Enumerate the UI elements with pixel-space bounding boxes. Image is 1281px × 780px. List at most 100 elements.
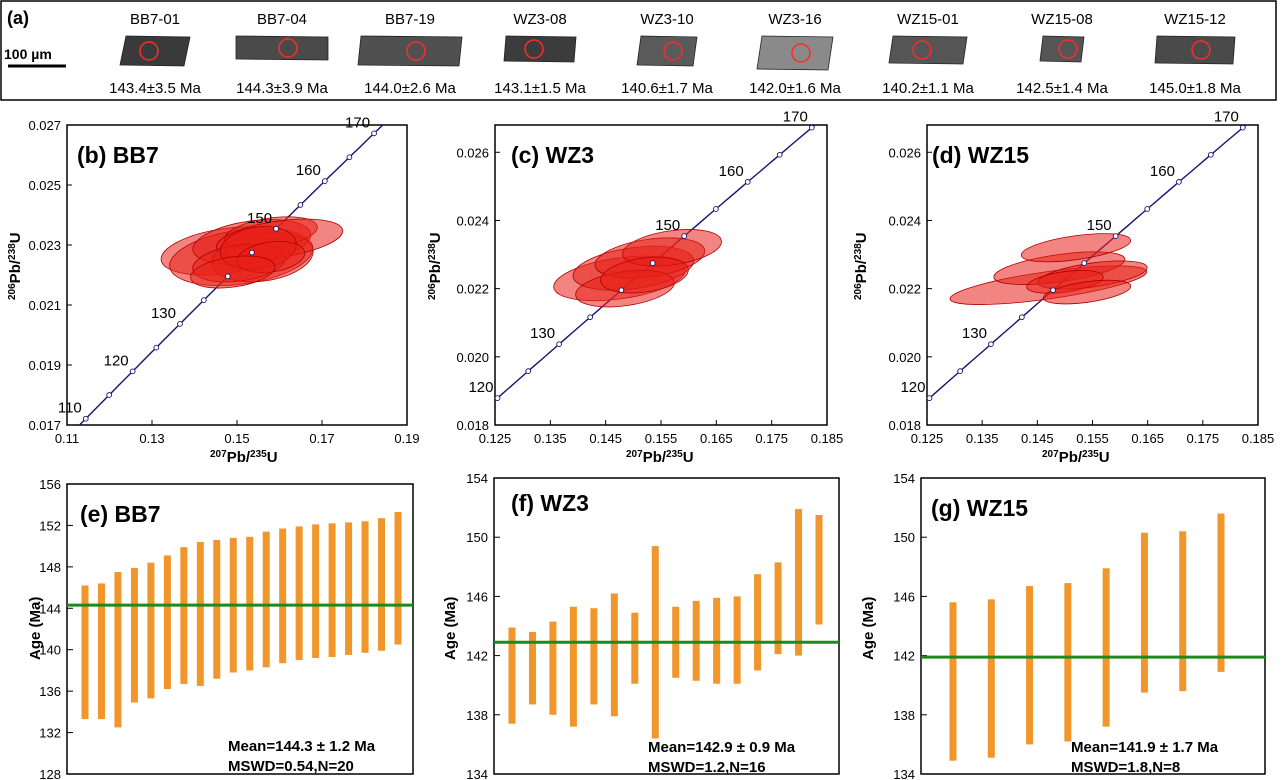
grain-age: 142.5±1.4 Ma xyxy=(1016,80,1108,97)
concordia-age-marker xyxy=(808,125,815,131)
age-error-bar xyxy=(295,526,303,661)
age-error-bar xyxy=(610,593,618,717)
concordia-age-label: 120 xyxy=(900,379,925,396)
concordia-age-label: 150 xyxy=(1087,217,1112,234)
concordia-age-marker xyxy=(927,395,933,401)
panel-b-title: (b) BB7 xyxy=(77,142,159,168)
age-error-bar xyxy=(508,627,516,724)
concordia-age-marker xyxy=(744,179,751,185)
age-error-bar xyxy=(1102,568,1110,727)
x-tick-label: 0.13 xyxy=(139,431,164,446)
concordia-age-marker xyxy=(153,344,160,351)
y-tick-label: 154 xyxy=(466,471,488,486)
y-tick-label: 148 xyxy=(39,560,61,575)
y-tick-label: 0.023 xyxy=(28,238,61,253)
mean-stat: Mean=141.9 ± 1.7 Ma xyxy=(1071,739,1219,756)
y-tick-label: 0.027 xyxy=(28,118,61,133)
zircon-grain-image xyxy=(357,35,463,67)
age-error-bar xyxy=(163,555,171,690)
zircon-grain-image xyxy=(235,35,329,61)
panel-e-bb7-ages: (e) BB7 Age (Ma) Mean=144.3 ± 1.2 Ma MSW… xyxy=(27,477,414,780)
y-tick-label: 144 xyxy=(39,601,61,616)
age-error-bar xyxy=(246,536,254,671)
y-tick-label: 142 xyxy=(893,649,915,664)
y-tick-label: 0.022 xyxy=(888,282,921,297)
zircon-grain-image xyxy=(1154,35,1236,65)
concordia-age-label: 120 xyxy=(468,379,493,396)
concordia-age-marker xyxy=(1019,314,1025,321)
concordia-age-marker xyxy=(82,415,89,422)
concordia-age-label: 130 xyxy=(962,325,987,342)
x-tick-label: 0.155 xyxy=(1076,431,1109,446)
y-tick-label: 0.018 xyxy=(456,418,489,433)
y-tick-label: 0.020 xyxy=(888,350,921,365)
age-error-bar xyxy=(1064,583,1072,742)
panel-d-title: (d) WZ15 xyxy=(932,142,1029,168)
concordia-age-label: 110 xyxy=(58,400,82,417)
age-error-bar xyxy=(528,631,536,705)
age-error-bar xyxy=(733,596,741,684)
x-tick-label: 0.145 xyxy=(1021,431,1054,446)
age-error-bar xyxy=(97,583,105,720)
concordia-age-marker xyxy=(1176,179,1182,185)
zircon-grain-image xyxy=(888,35,968,65)
analysis-spot xyxy=(663,41,683,61)
y-axis-label: Age (Ma) xyxy=(442,597,459,660)
y-tick-label: 142 xyxy=(466,649,488,664)
x-tick-label: 0.165 xyxy=(1131,431,1164,446)
concordia-age-marker xyxy=(713,206,719,212)
plot-frame xyxy=(493,477,840,775)
grain-age: 143.4±3.5 Ma xyxy=(109,80,201,97)
x-axis-label: 207Pb/235U xyxy=(1042,449,1110,467)
y-tick-label: 138 xyxy=(893,708,915,723)
grain-age: 140.2±1.1 Ma xyxy=(882,80,974,97)
x-tick-label: 0.125 xyxy=(479,431,512,446)
age-error-bar xyxy=(196,542,204,686)
zircon-grain-image xyxy=(503,35,577,63)
age-error-bar xyxy=(1217,513,1225,672)
age-error-bar xyxy=(130,567,138,703)
mswd-stat: MSWD=1.8,N=8 xyxy=(1071,759,1180,776)
age-error-bar xyxy=(279,528,287,664)
age-error-bar xyxy=(114,572,122,728)
concordia-age-label: 150 xyxy=(247,210,272,227)
concordia-age-marker xyxy=(321,178,328,184)
age-error-bar xyxy=(949,602,957,761)
x-tick-label: 0.17 xyxy=(309,431,334,446)
zircon-grain-image xyxy=(756,35,834,71)
analysis-ellipse xyxy=(190,255,276,289)
age-error-bar xyxy=(987,599,995,758)
concordia-age-label: 160 xyxy=(719,163,744,180)
concordia-age-label: 120 xyxy=(104,352,129,369)
y-axis-label: 206Pb/238U xyxy=(427,232,445,300)
x-tick-label: 0.155 xyxy=(645,431,678,446)
concordia-age-marker xyxy=(297,202,304,208)
age-error-bar xyxy=(378,518,386,651)
age-error-bar xyxy=(795,509,803,656)
x-tick-label: 0.11 xyxy=(55,431,79,446)
panel-c-title: (c) WZ3 xyxy=(511,142,594,168)
zircon-grain-image xyxy=(636,35,698,67)
age-error-bar xyxy=(345,522,353,655)
concordia-age-label: 170 xyxy=(783,109,808,126)
age-error-bar xyxy=(213,539,221,679)
grain-name: WZ15-08 xyxy=(1031,11,1093,28)
concordia-age-marker xyxy=(1240,125,1246,131)
y-tick-label: 128 xyxy=(39,767,61,780)
panel-c-wz3-concordia: (c) WZ3 207Pb/235U 206Pb/238U 0.125 0.135… xyxy=(427,109,844,466)
y-tick-label: 0.019 xyxy=(28,358,61,373)
panel-d-wz15-concordia: (d) WZ15 207Pb/235U 206Pb/238U 0.125 0.13… xyxy=(853,109,1275,467)
concordia-curve xyxy=(927,125,1248,402)
age-error-bar xyxy=(328,523,336,657)
y-tick-label: 0.026 xyxy=(456,145,489,160)
concordia-age-label: 130 xyxy=(151,305,176,322)
scale-bar-label: 100 µm xyxy=(4,46,52,62)
age-error-bar xyxy=(1140,532,1148,693)
panel-a-label: (a) xyxy=(7,8,29,28)
y-tick-label: 0.021 xyxy=(28,298,61,313)
y-tick-label: 132 xyxy=(39,726,61,741)
y-tick-label: 0.017 xyxy=(28,418,61,433)
grain-name: WZ3-08 xyxy=(513,11,566,28)
analysis-ellipse xyxy=(600,256,689,294)
x-tick-label: 0.185 xyxy=(811,431,844,446)
